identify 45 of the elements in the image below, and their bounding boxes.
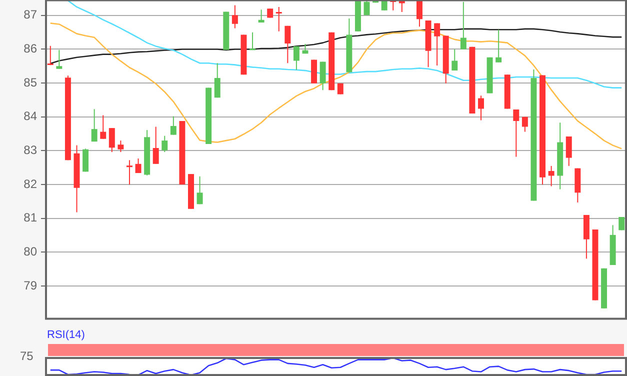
candlestick [293,46,300,70]
candlestick [100,114,106,140]
candlestick [267,8,274,18]
y-tick-label: 87 [24,8,38,22]
y-tick-label: 82 [24,176,38,191]
candlestick [416,0,422,28]
candlestick [126,160,132,186]
candlestick [162,135,168,153]
candlestick [566,136,572,166]
candlestick [320,61,326,91]
candlestick [513,108,520,158]
candlestick [284,25,291,64]
candlestick [170,116,176,136]
y-tick-label: 79 [24,278,38,292]
candlestick [496,29,502,63]
candlestick [311,59,318,84]
y-tick-label: 85 [24,75,38,90]
candlestick [47,45,54,66]
y-tick-label: 84 [24,109,38,124]
candlestick [548,165,554,187]
y-tick-label: 81 [24,210,38,225]
candlestick [135,158,142,174]
text: 75 [20,349,34,363]
chart-title: RSI(14) [47,329,85,341]
candlestick [82,148,89,172]
candlestick [434,22,440,66]
candlestick [232,4,238,29]
candlestick [56,49,62,70]
candlestick [152,126,159,164]
y-tick-label: 86 [24,42,38,56]
candlestick [108,128,115,153]
y-tick-label: 80 [24,244,38,258]
y-tick-label: 83 [24,143,38,158]
candlestick [522,116,528,132]
candlestick [460,1,466,50]
candlestick [118,140,124,153]
candlestick [452,48,458,72]
candlestick [214,62,220,98]
candlestick [196,176,203,205]
candlestick [91,108,98,142]
candlestick [258,9,264,24]
candlestick [364,0,370,16]
candlestick [250,32,256,50]
candlestick [478,95,484,121]
candlestick [276,6,282,32]
